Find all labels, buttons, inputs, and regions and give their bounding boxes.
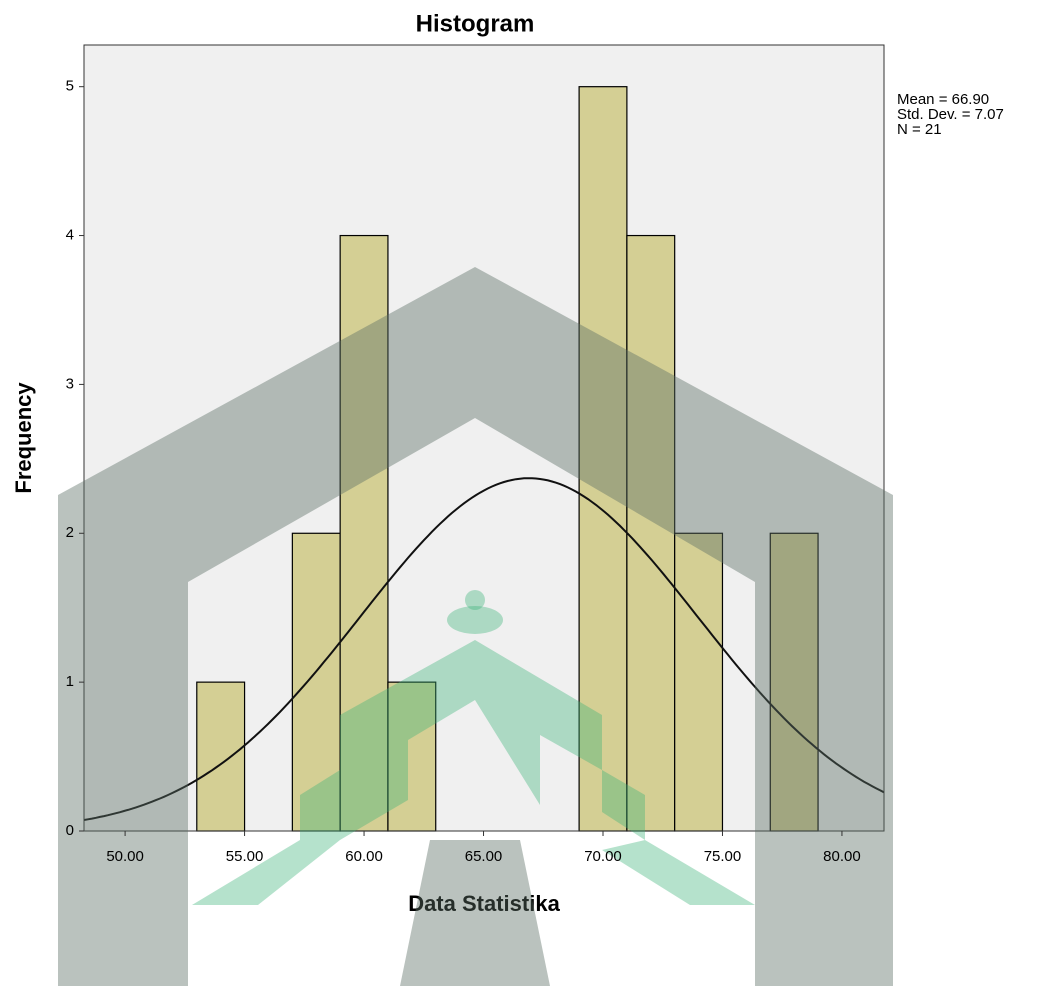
x-tick-label: 50.00 (106, 848, 144, 865)
bar (674, 532, 724, 832)
y-axis-label: Frequency (11, 382, 36, 494)
x-tick-label: 75.00 (704, 848, 742, 865)
bar (387, 681, 437, 832)
bar (769, 532, 819, 832)
x-tick-label: 65.00 (465, 848, 503, 865)
bar (626, 234, 676, 832)
x-axis-label: Data Statistika (408, 891, 560, 916)
x-tick-label: 80.00 (823, 848, 861, 865)
y-tick-label: 0 (66, 822, 74, 839)
stats-label: Mean = 66.90 (897, 91, 989, 108)
watermark-shape (192, 840, 340, 905)
x-tick-label: 55.00 (226, 848, 264, 865)
stats-label: Std. Dev. = 7.07 (897, 106, 1004, 123)
x-tick-label: 60.00 (345, 848, 383, 865)
y-tick-label: 5 (66, 78, 74, 95)
y-tick-label: 2 (66, 524, 74, 541)
chart-title: Histogram (416, 10, 535, 37)
y-tick-label: 3 (66, 375, 74, 392)
bar (578, 86, 628, 832)
y-tick-label: 4 (66, 227, 74, 244)
normal-curve (83, 477, 885, 821)
bar (291, 532, 341, 832)
y-tick-label: 1 (66, 673, 74, 690)
stats-label: N = 21 (897, 121, 942, 138)
bar (196, 681, 246, 832)
plot (83, 86, 885, 832)
bar (339, 234, 389, 832)
x-tick-label: 70.00 (584, 848, 622, 865)
